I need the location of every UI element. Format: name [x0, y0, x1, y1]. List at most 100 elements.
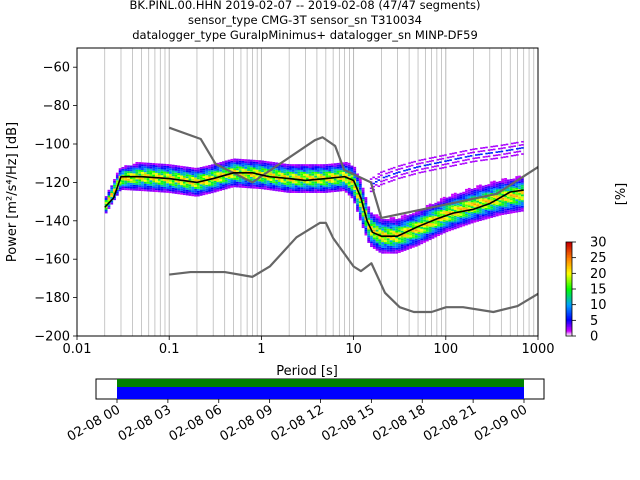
density-cell — [353, 187, 357, 190]
density-cell — [342, 173, 345, 176]
colorbar-band — [566, 246, 572, 249]
colorbar-band — [566, 274, 572, 277]
density-cell — [149, 180, 153, 183]
density-cell — [516, 151, 519, 153]
density-cell — [490, 183, 493, 186]
density-cell — [479, 188, 482, 191]
density-cell — [113, 182, 116, 185]
density-cell — [191, 175, 195, 178]
density-cell — [336, 187, 340, 190]
density-cell — [378, 220, 382, 222]
density-cell — [417, 216, 421, 219]
density-cell — [367, 210, 371, 213]
density-cell — [417, 226, 421, 229]
density-cell — [492, 203, 496, 206]
density-cell — [303, 189, 306, 192]
density-cell — [453, 219, 457, 222]
density-cell — [202, 166, 206, 169]
density-cell — [512, 211, 516, 214]
density-cell — [230, 185, 234, 188]
density-cell — [481, 212, 485, 215]
density-cell — [378, 244, 382, 247]
density-cell — [372, 241, 376, 244]
density-cell — [358, 183, 362, 186]
colorbar-band — [566, 249, 572, 252]
density-cell — [241, 170, 245, 173]
density-cell — [372, 220, 376, 223]
density-cell — [520, 200, 524, 203]
density-cell — [476, 202, 480, 205]
density-cell — [241, 159, 245, 161]
density-cell — [470, 202, 474, 205]
density-cell — [481, 208, 485, 211]
density-cell — [398, 229, 401, 232]
density-cell — [311, 177, 315, 180]
density-cell — [442, 231, 446, 234]
density-cell — [487, 152, 491, 155]
density-cell — [342, 185, 345, 188]
density-cell — [409, 233, 412, 236]
density-cell — [174, 186, 178, 189]
density-cell — [227, 176, 231, 179]
density-cell — [520, 192, 524, 195]
density-cell — [434, 208, 438, 211]
density-cell — [208, 168, 211, 171]
density-cell — [319, 171, 323, 174]
density-cell — [314, 185, 318, 188]
density-cell — [501, 203, 505, 206]
density-cell — [518, 190, 521, 193]
density-cell — [462, 214, 466, 217]
density-cell — [434, 223, 438, 226]
density-cell — [171, 189, 175, 192]
density-cell — [347, 191, 351, 194]
density-cell — [381, 222, 385, 225]
density-cell — [406, 234, 410, 237]
density-cell — [163, 188, 167, 191]
density-cell — [188, 174, 192, 177]
density-cell — [400, 246, 404, 249]
density-cell — [520, 207, 524, 210]
density-cell — [459, 202, 463, 205]
density-cell — [358, 181, 362, 184]
density-cell — [202, 174, 206, 176]
density-cell — [236, 179, 239, 182]
density-cell — [325, 181, 329, 184]
density-cell — [252, 161, 256, 164]
density-cell — [386, 230, 390, 233]
density-cell — [515, 206, 519, 209]
colorbar-band — [566, 262, 572, 265]
density-cell — [414, 242, 418, 245]
density-cell — [378, 241, 382, 244]
density-cell — [199, 191, 203, 194]
density-cell — [384, 242, 387, 245]
density-cell — [322, 181, 326, 184]
density-cell — [155, 184, 158, 187]
density-cell — [384, 228, 387, 231]
density-cell — [227, 159, 231, 162]
density-cell — [317, 189, 320, 192]
density-cell — [339, 181, 343, 184]
density-cell — [434, 202, 438, 205]
density-cell — [479, 186, 482, 189]
density-cell — [406, 238, 410, 241]
density-cell — [238, 170, 242, 173]
density-cell — [177, 177, 181, 179]
density-cell — [451, 218, 454, 221]
density-cell — [143, 177, 147, 180]
density-cell — [501, 205, 505, 208]
density-cell — [294, 179, 298, 182]
density-cell — [361, 189, 365, 192]
density-cell — [487, 199, 491, 202]
density-cell — [177, 186, 181, 189]
colorbar-band — [566, 318, 572, 321]
density-cell — [515, 195, 519, 198]
x-axis-ticks: 0.01 0.1 1 10 100 1000 — [63, 336, 555, 357]
density-cell — [199, 182, 203, 185]
density-cell — [487, 205, 491, 208]
density-cell — [222, 184, 225, 187]
density-cell — [492, 205, 496, 208]
density-cell — [283, 178, 287, 181]
density-cell — [498, 207, 502, 210]
density-cell — [286, 167, 290, 170]
density-cell — [473, 188, 477, 190]
